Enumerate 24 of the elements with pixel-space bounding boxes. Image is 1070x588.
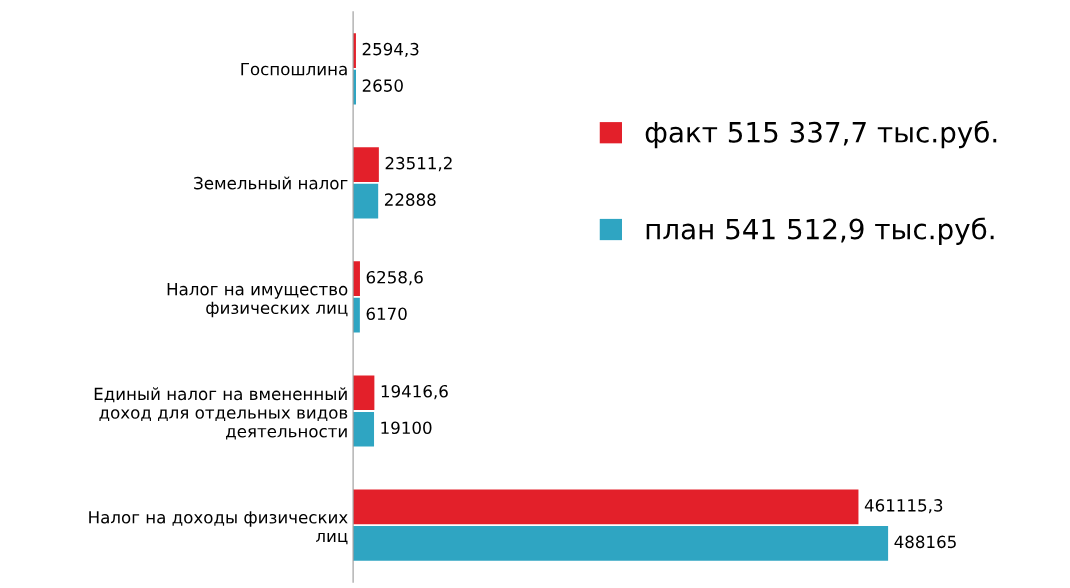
bar <box>353 526 889 561</box>
y-tick-label: Налог на имущество физических лиц <box>167 283 348 318</box>
legend-label: факт 515 337,7 тыс.руб. <box>645 120 997 149</box>
data-label: 461115,3 <box>864 499 943 514</box>
bar <box>353 147 379 182</box>
y-tick-label: Налог на доходы физических лиц <box>89 511 348 545</box>
data-label: 6170 <box>366 307 407 321</box>
legend-label: план 541 512,9 тыс.руб. <box>646 217 994 245</box>
bar <box>353 183 379 219</box>
bar <box>353 489 859 525</box>
y-tick-label: Единый налог на вмененный доход для отдельных видов деятельности <box>94 387 348 440</box>
bar <box>353 297 360 333</box>
y-tick-label: Госпошлина <box>241 62 347 76</box>
data-label: 19416,6 <box>381 384 448 400</box>
y-tick-label: Земельный налог <box>194 176 348 190</box>
data-label: 6258,6 <box>366 270 423 286</box>
data-label: 19100 <box>381 421 432 435</box>
data-label: 488165 <box>894 535 956 549</box>
data-label: 2594,3 <box>362 42 419 58</box>
bar <box>353 411 375 447</box>
data-label: 23511,2 <box>385 156 452 172</box>
data-label: 2650 <box>362 79 403 92</box>
bar <box>353 375 375 411</box>
data-label: 22888 <box>384 193 436 206</box>
